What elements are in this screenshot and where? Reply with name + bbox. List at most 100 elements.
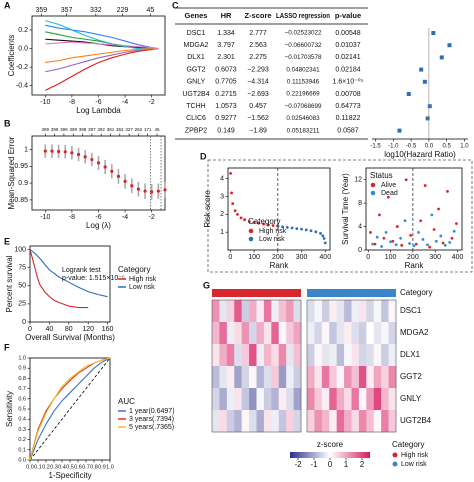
heat-cell [293, 388, 302, 411]
colorbar-tick-label: 1 [344, 460, 349, 469]
point [230, 191, 233, 195]
heat-cell [212, 366, 220, 389]
table-header: LASSO regression [276, 11, 330, 20]
table-cell: 0.01037 [335, 42, 360, 49]
y-tick-label: 100 [14, 246, 26, 253]
heat-cell [344, 322, 352, 345]
point [70, 151, 74, 155]
heat-cell [249, 344, 257, 367]
table-cell: 0.11153946 [287, 78, 320, 85]
category-bar [307, 289, 396, 297]
heat-cell [293, 366, 302, 389]
legend-title: AUC [118, 397, 135, 406]
y-tick-label: 1.0 [18, 355, 26, 361]
y-tick-label: 0.6 [18, 396, 26, 402]
heat-cell [219, 410, 228, 433]
x-tick-label: 0.0 [26, 464, 34, 470]
point [386, 195, 390, 199]
heat-cell [307, 344, 315, 367]
heat-cell [366, 322, 375, 345]
legend-label: Dead [381, 190, 398, 197]
heat-cell [241, 410, 250, 433]
heat-cell [256, 300, 265, 323]
annotation: Logrank test [62, 267, 101, 274]
point [443, 243, 447, 247]
table-cell: −1.89 [249, 127, 267, 134]
legend-swatch [392, 461, 398, 467]
colorbar-tick-label: -2 [294, 460, 302, 469]
heat-cell [278, 410, 287, 433]
table-cell: 0.9277 [215, 115, 237, 122]
heat-cell [381, 322, 389, 345]
series-line [29, 249, 89, 309]
point [314, 230, 318, 234]
heat-cell [314, 366, 323, 389]
point [96, 161, 101, 165]
y-tick-label: 1 [24, 146, 28, 153]
legend-label: 3 years(.7394) [129, 416, 174, 423]
x-tick-label: 0.4 [58, 464, 66, 470]
top-tick-label: 399 [60, 127, 68, 132]
point [323, 241, 327, 245]
y-tick-label: 4 [358, 223, 362, 230]
y-axis-label: Coefficients [7, 35, 16, 77]
colorbar [290, 452, 370, 458]
top-tick-label: 399 [42, 127, 50, 132]
heat-cell [329, 344, 337, 367]
x-axis-label: Rank [270, 261, 290, 270]
y-tick-label: 1 [220, 229, 224, 236]
heat-cell [329, 300, 337, 323]
heat-cell [249, 366, 257, 389]
x-tick-label: 300 [429, 254, 441, 261]
y-tick-label: 50 [18, 283, 26, 290]
heat-cell [212, 410, 220, 433]
y-axis-label: Mean-Squared Error [7, 136, 16, 209]
top-tick-label: 45 [146, 7, 154, 14]
point [434, 239, 438, 243]
heat-cell [307, 366, 315, 389]
heat-cell [286, 366, 294, 389]
panel-label: A [4, 0, 11, 10]
x-axis-label: Overall Survival (Months) [25, 333, 115, 342]
point [408, 242, 411, 245]
heat-cell [226, 322, 235, 345]
x-tick-label: 300 [296, 254, 308, 261]
point [262, 222, 265, 226]
point [380, 245, 384, 248]
heat-cell [381, 300, 389, 323]
heat-cell [344, 366, 352, 389]
x-tick-label: 120 [82, 326, 94, 333]
x-tick-label: 1.0 [460, 144, 469, 150]
heat-cell [219, 322, 228, 345]
point [441, 241, 445, 245]
legend-label: High risk [259, 228, 287, 235]
heat-cell [263, 366, 272, 389]
x-tick-label: -4 [122, 214, 128, 221]
point [377, 213, 381, 217]
legend-swatch [392, 452, 398, 458]
x-tick-label: 0 [28, 326, 32, 333]
y-tick-label: 0.8 [18, 376, 26, 382]
heat-cell [336, 388, 345, 411]
row-label: GGT2 [400, 372, 422, 381]
forest-point [439, 55, 444, 60]
point [143, 189, 147, 193]
heat-cell [366, 410, 375, 433]
y-tick-label: 25 [18, 301, 26, 308]
point [83, 155, 87, 159]
point [271, 224, 275, 227]
heat-cell [241, 322, 250, 345]
x-tick-label: 160 [102, 326, 114, 333]
table-cell: 0.02141 [335, 54, 360, 61]
category-bar [212, 289, 301, 297]
heat-cell [286, 300, 294, 323]
heat-cell [234, 410, 242, 433]
legend-label: Low risk [129, 284, 155, 291]
table-cell: ZPBP2 [185, 127, 207, 134]
table-cell: −4.314 [247, 79, 269, 86]
category-label: Category [400, 288, 432, 297]
heat-cell [234, 300, 242, 323]
point [295, 227, 299, 231]
point [414, 242, 418, 246]
